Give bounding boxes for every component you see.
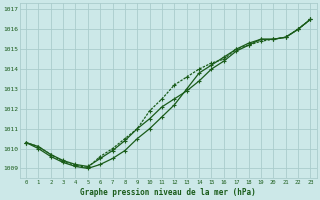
X-axis label: Graphe pression niveau de la mer (hPa): Graphe pression niveau de la mer (hPa) bbox=[80, 188, 256, 197]
